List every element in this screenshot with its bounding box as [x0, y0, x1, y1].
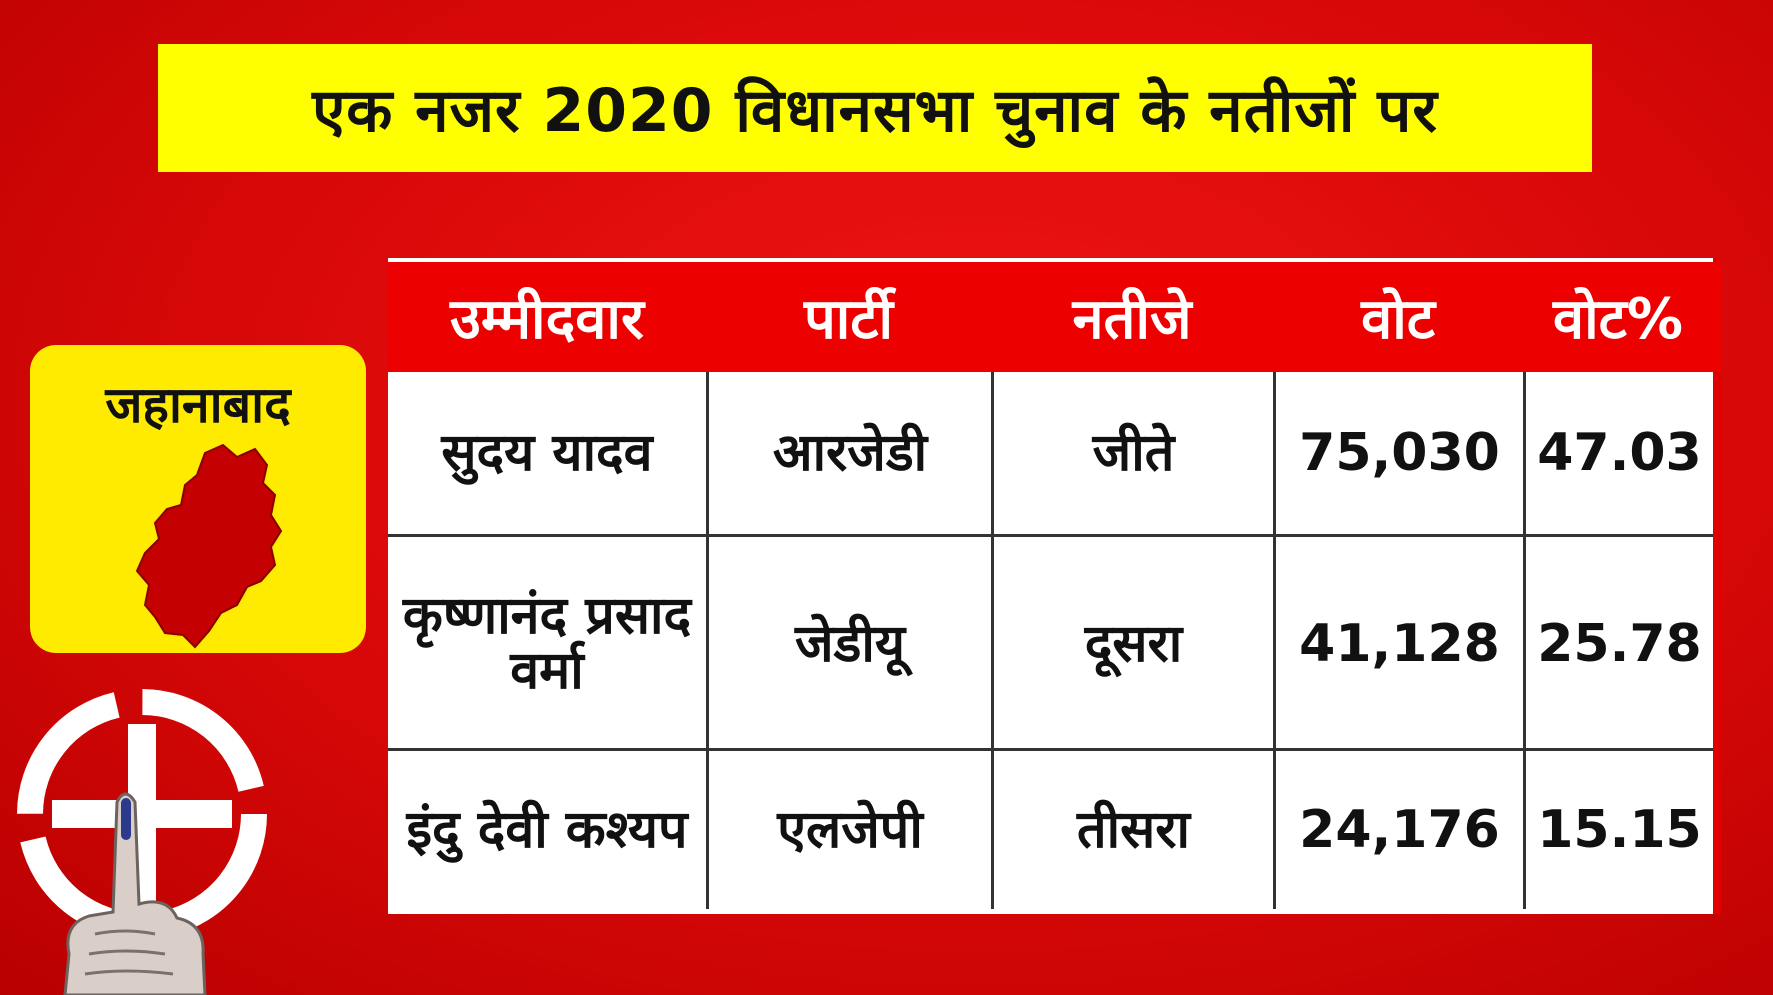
cell-vote-pct: 25.78: [1523, 537, 1713, 751]
table-header: उम्मीदवार पार्टी नतीजे वोट वोट%: [388, 262, 1721, 372]
table-row: सुदय यादव आरजेडी जीते 75,030 47.03: [388, 372, 1713, 534]
cell-candidate: इंदु देवी कश्यप: [406, 799, 688, 860]
district-name: जहानाबाद: [105, 376, 291, 434]
cell-party: एलजेपी: [706, 751, 991, 909]
cell-result: जीते: [991, 372, 1273, 534]
cell-party: आरजेडी: [706, 372, 991, 534]
cell-candidate: सुदय यादव: [441, 422, 653, 483]
cell-votes: 24,176: [1273, 751, 1523, 909]
header-candidate: उम्मीदवार: [450, 287, 644, 352]
header-votes: वोट: [1361, 287, 1435, 352]
title-banner: एक नजर 2020 विधानसभा चुनाव के नतीजों पर: [158, 44, 1592, 172]
table-row: इंदु देवी कश्यप एलजेपी तीसरा 24,176 15.1…: [388, 748, 1713, 909]
page-title: एक नजर 2020 विधानसभा चुनाव के नतीजों पर: [312, 76, 1438, 146]
district-map-icon: [135, 443, 283, 649]
cell-votes: 41,128: [1273, 537, 1523, 751]
cell-candidate: कृष्णानंद प्रसाद वर्मा: [402, 586, 692, 701]
header-vote-pct: वोट%: [1553, 287, 1683, 352]
header-party: पार्टी: [803, 287, 894, 352]
table-row: कृष्णानंद प्रसाद वर्मा जेडीयू दूसरा 41,1…: [388, 534, 1713, 751]
district-card: जहानाबाद: [30, 345, 366, 653]
cell-party: जेडीयू: [706, 537, 991, 751]
results-table: उम्मीदवार पार्टी नतीजे वोट वोट% सुदय याद…: [388, 258, 1721, 914]
cell-vote-pct: 15.15: [1523, 751, 1713, 909]
cell-vote-pct: 47.03: [1523, 372, 1713, 534]
cell-votes: 75,030: [1273, 372, 1523, 534]
header-result: नतीजे: [1072, 287, 1192, 352]
inked-finger-icon: [63, 792, 207, 995]
cell-result: दूसरा: [991, 537, 1273, 751]
cell-result: तीसरा: [991, 751, 1273, 909]
